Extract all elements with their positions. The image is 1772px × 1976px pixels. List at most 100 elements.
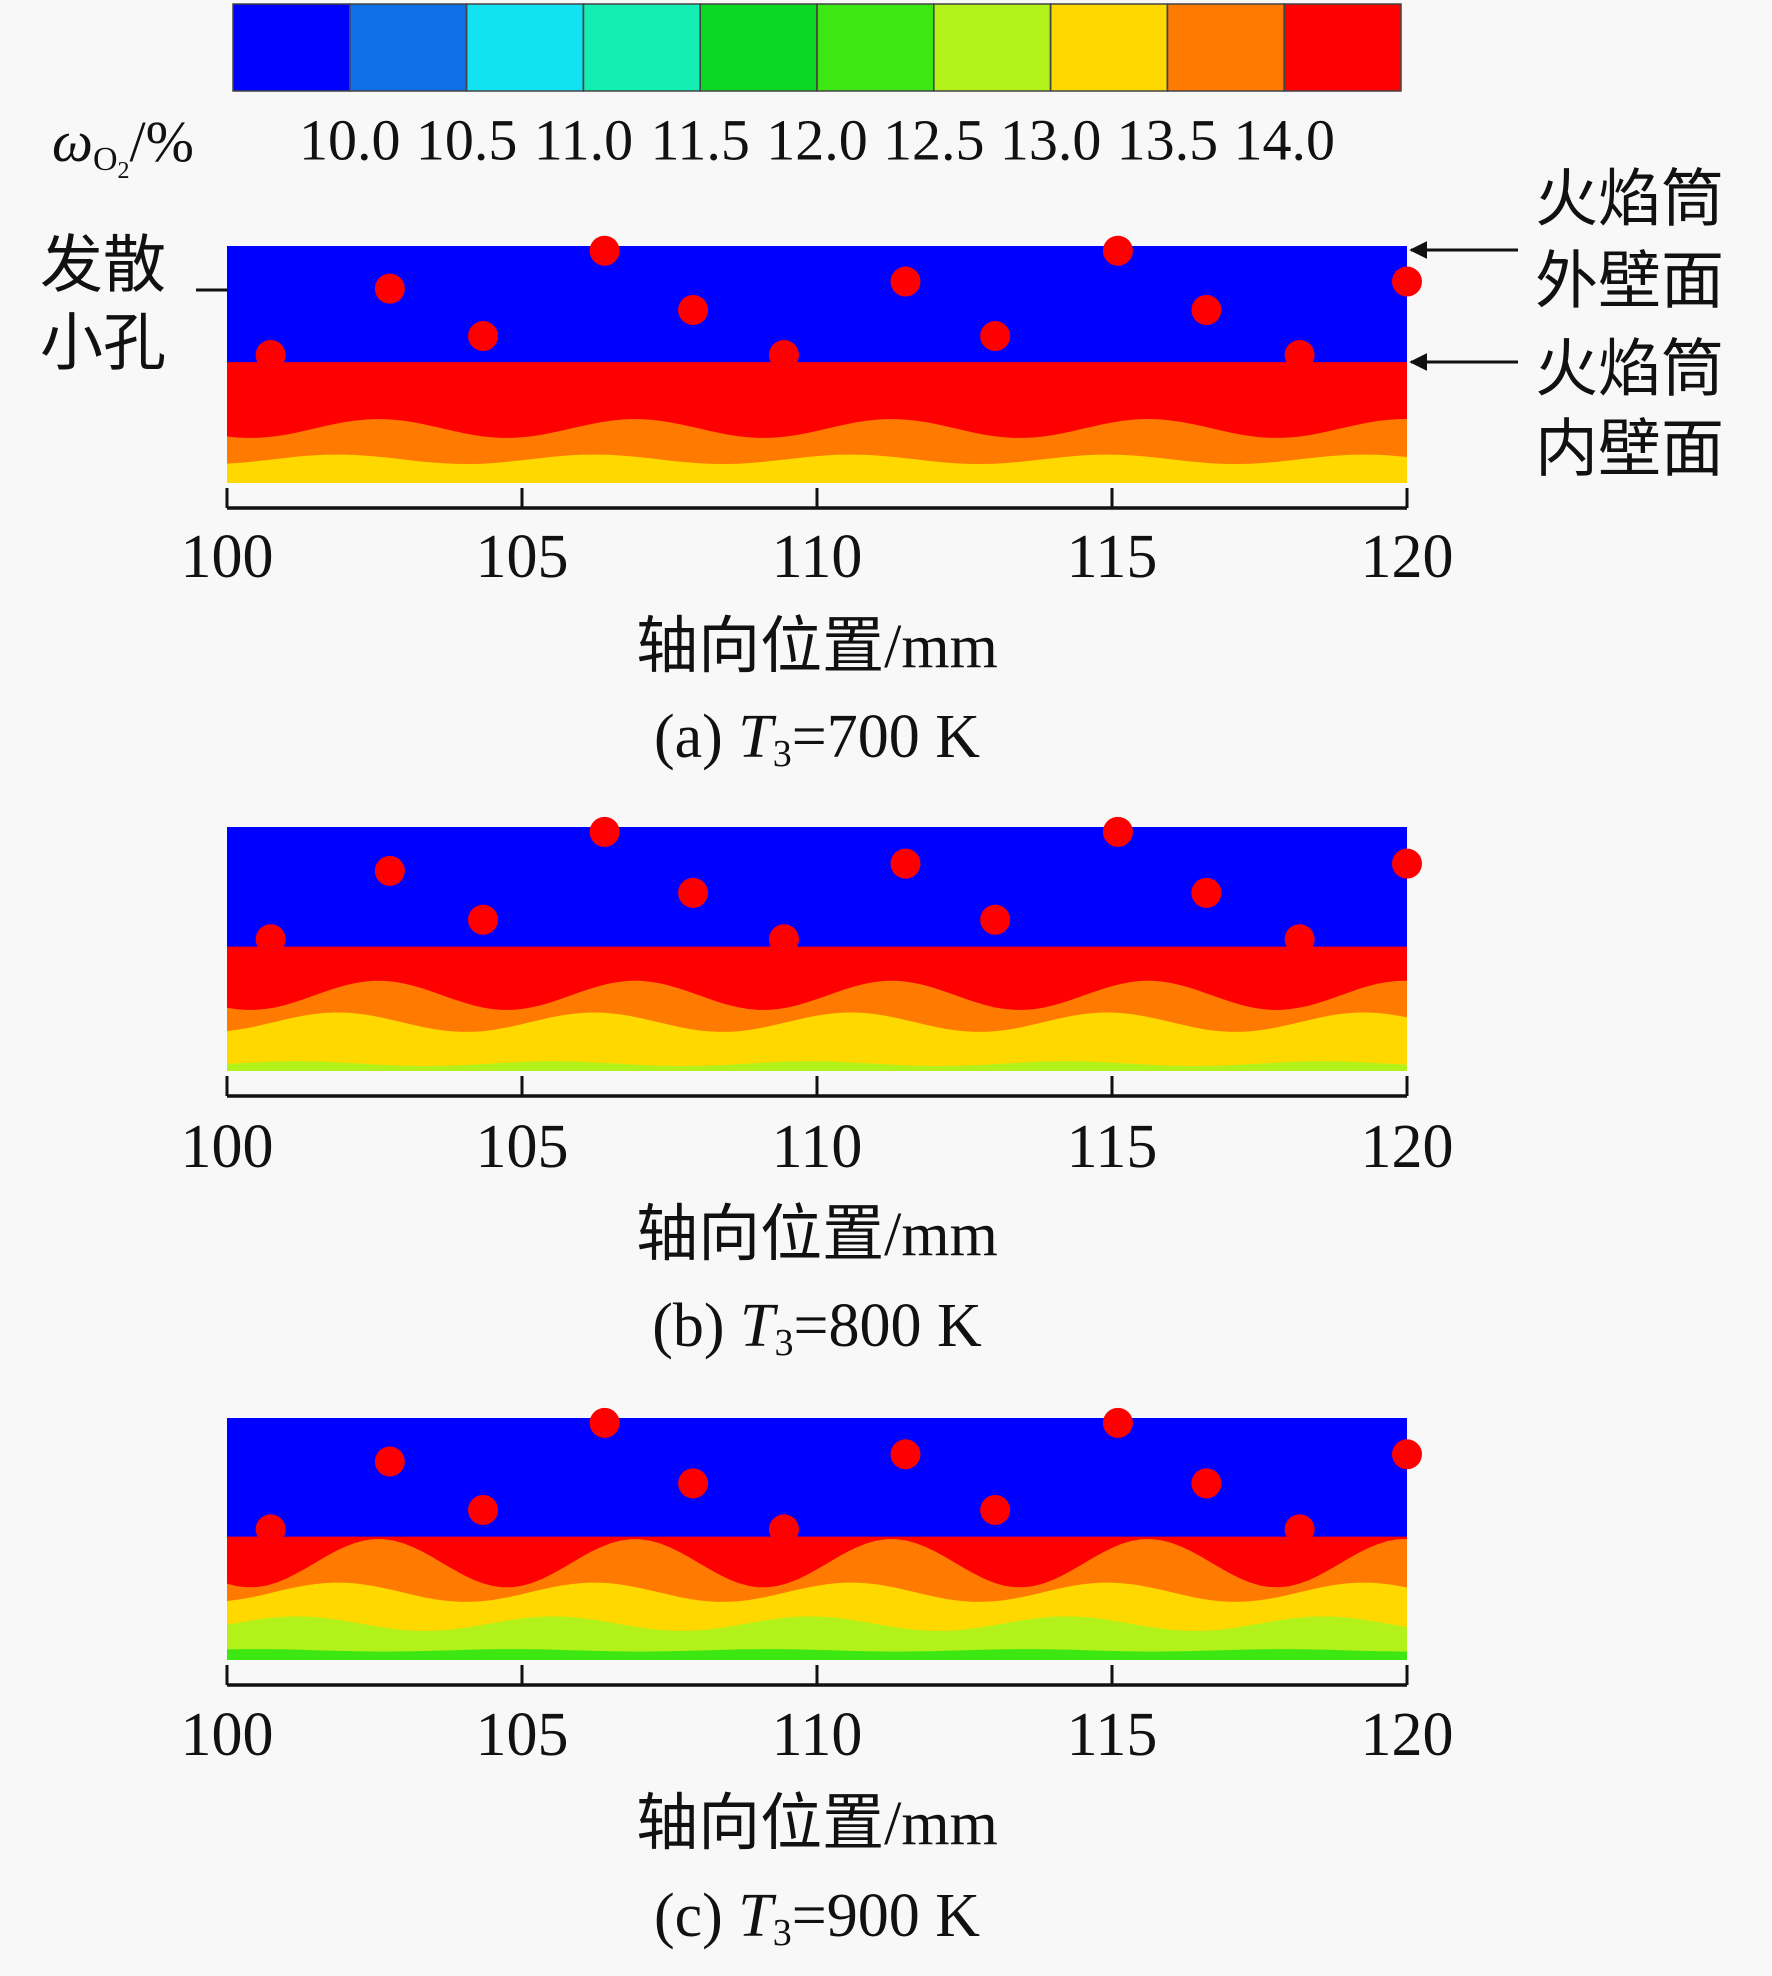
cooling-hole [890, 1439, 921, 1470]
colorbar-band [582, 3, 701, 92]
cooling-hole [1284, 1514, 1315, 1545]
cooling-hole [1392, 1439, 1422, 1470]
cooling-hole [589, 1407, 620, 1438]
colorbar-tick-label: 13.0 [1000, 107, 1102, 172]
x-tick-label: 120 [1361, 1113, 1454, 1181]
caption-suffix: =800 K [794, 1292, 982, 1360]
colorbar-tick-label: 10.0 [299, 107, 401, 172]
colorbar-band [1283, 3, 1402, 92]
colorbar-band [232, 3, 351, 92]
cooling-hole [768, 340, 799, 371]
x-tick-label: 100 [181, 523, 274, 591]
colorbar-subsub: 2 [118, 158, 130, 184]
x-tick-label: 105 [476, 1113, 569, 1181]
x-tick-label: 110 [772, 523, 863, 591]
colorbar-unit: /% [130, 109, 194, 174]
colorbar-tick-label: 13.5 [1117, 107, 1219, 172]
colorbar-sub: O [93, 141, 118, 178]
cooling-hole [980, 1494, 1011, 1525]
cooling-hole [1102, 1407, 1133, 1438]
colorbar-band [465, 3, 585, 92]
x-axis-label: 轴向位置/mm [636, 1201, 998, 1269]
inner-wall-label: 火焰筒 [1535, 334, 1724, 404]
cooling-hole [1191, 1468, 1222, 1499]
caption-sub: 3 [773, 1912, 792, 1954]
inner-wall-label: 内壁面 [1535, 414, 1724, 484]
cooling-hole [678, 877, 709, 908]
x-axis-label: 轴向位置/mm [636, 1790, 998, 1858]
cooling-hole [678, 1468, 709, 1499]
cooling-hole [980, 321, 1011, 352]
cooling-hole [589, 816, 620, 847]
outer-wall-label: 外壁面 [1535, 246, 1724, 316]
colorbar-band [1049, 3, 1169, 92]
cooling-hole [1284, 924, 1315, 955]
contour-plot [227, 1407, 1422, 1660]
cooling-hole [255, 924, 286, 955]
cooling-hole [1191, 294, 1222, 325]
cooling-hole [255, 1514, 286, 1545]
hole-label: 小孔 [40, 308, 166, 378]
colorbar-label: ωO2/% [52, 109, 194, 183]
colorbar-band [933, 3, 1052, 92]
caption-prefix: (c) [654, 1882, 738, 1950]
caption-prefix: (b) [652, 1292, 740, 1360]
x-tick-label: 110 [772, 1113, 863, 1181]
contour-plot [227, 816, 1422, 1071]
colorbar-tick-label: 11.0 [534, 107, 633, 172]
colorbar-tick-label: 14.0 [1233, 107, 1335, 172]
x-tick-label: 120 [1361, 1701, 1454, 1769]
x-tick-label: 115 [1067, 1113, 1158, 1181]
panel-caption: (c) T3=900 K [654, 1882, 980, 1953]
caption-var: T [740, 1292, 779, 1360]
caption-sub: 3 [775, 1322, 794, 1364]
contour-band [227, 1012, 1407, 1071]
colorbar-band [1166, 3, 1285, 92]
colorbar-band [699, 3, 818, 92]
panel-caption: (b) T3=800 K [652, 1292, 982, 1363]
cooling-hole [1191, 877, 1222, 908]
outer-wall-label: 火焰筒 [1535, 164, 1724, 234]
x-tick-label: 105 [476, 523, 569, 591]
caption-suffix: =700 K [792, 703, 980, 771]
cooling-hole [374, 855, 405, 886]
cooling-hole [1284, 340, 1315, 371]
cooling-hole [890, 266, 921, 297]
cooling-hole [1392, 848, 1422, 879]
x-tick-label: 120 [1361, 523, 1454, 591]
cooling-hole [255, 340, 286, 371]
caption-prefix: (a) [654, 703, 738, 771]
cooling-hole [374, 1446, 405, 1477]
x-tick-label: 110 [772, 1701, 863, 1769]
colorbar-tick-label: 12.5 [883, 107, 985, 172]
caption-sub: 3 [773, 733, 792, 775]
colorbar-tick-label: 11.5 [651, 107, 750, 172]
cooling-hole [1102, 235, 1133, 266]
colorbar-band [349, 3, 468, 92]
cooling-hole [1102, 816, 1133, 847]
annotations: 发散 小孔 火焰筒 外壁面 火焰筒 内壁面 [40, 164, 1724, 484]
caption-suffix: =900 K [792, 1882, 980, 1950]
panel-caption: (a) T3=700 K [654, 703, 980, 774]
cooling-hole [768, 924, 799, 955]
x-tick-label: 115 [1067, 523, 1158, 591]
caption-var: T [738, 703, 777, 771]
contour-band [227, 1061, 1407, 1071]
cooling-hole [468, 904, 499, 935]
x-axis-label: 轴向位置/mm [636, 613, 998, 681]
cooling-hole [589, 235, 620, 266]
cooling-hole [468, 321, 499, 352]
x-tick-label: 115 [1067, 1701, 1158, 1769]
x-tick-label: 100 [181, 1701, 274, 1769]
caption-var: T [738, 1882, 777, 1950]
x-tick-label: 105 [476, 1701, 569, 1769]
cooling-hole [890, 848, 921, 879]
contour-band [227, 1649, 1407, 1660]
cooling-hole [374, 273, 405, 304]
cooling-hole [1392, 266, 1422, 297]
cooling-hole [678, 294, 709, 325]
cooling-hole [468, 1494, 499, 1525]
x-tick-label: 100 [181, 1113, 274, 1181]
contour-band [227, 454, 1407, 483]
